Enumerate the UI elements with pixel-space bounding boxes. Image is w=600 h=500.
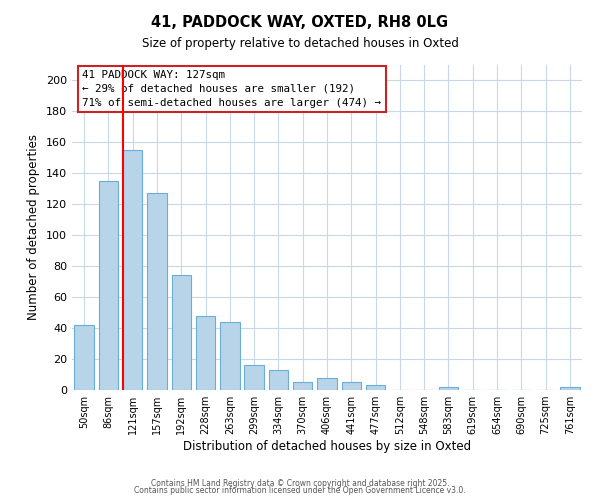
Bar: [99, 181, 118, 390]
X-axis label: Distribution of detached houses by size in Oxted: Distribution of detached houses by size …: [183, 440, 471, 453]
Bar: [293, 382, 313, 390]
Bar: [317, 378, 337, 390]
Bar: [439, 387, 458, 390]
Bar: [366, 386, 385, 390]
Bar: [244, 365, 264, 390]
Text: Contains HM Land Registry data © Crown copyright and database right 2025.: Contains HM Land Registry data © Crown c…: [151, 478, 449, 488]
Bar: [220, 322, 239, 390]
Y-axis label: Number of detached properties: Number of detached properties: [28, 134, 40, 320]
Bar: [74, 325, 94, 390]
Bar: [269, 370, 288, 390]
Text: Size of property relative to detached houses in Oxted: Size of property relative to detached ho…: [142, 38, 458, 51]
Bar: [560, 387, 580, 390]
Bar: [147, 194, 167, 390]
Text: 41 PADDOCK WAY: 127sqm
← 29% of detached houses are smaller (192)
71% of semi-de: 41 PADDOCK WAY: 127sqm ← 29% of detached…: [82, 70, 381, 108]
Bar: [341, 382, 361, 390]
Bar: [123, 150, 142, 390]
Text: 41, PADDOCK WAY, OXTED, RH8 0LG: 41, PADDOCK WAY, OXTED, RH8 0LG: [151, 15, 449, 30]
Bar: [196, 316, 215, 390]
Text: Contains public sector information licensed under the Open Government Licence v3: Contains public sector information licen…: [134, 486, 466, 495]
Bar: [172, 276, 191, 390]
